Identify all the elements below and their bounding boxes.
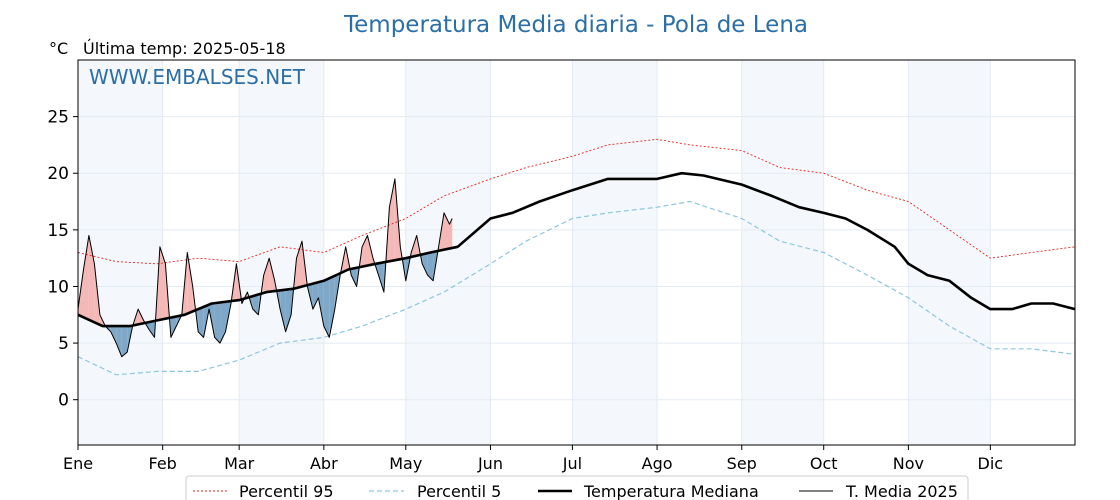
last-temp-label: Última temp: 2025-05-18	[83, 39, 286, 58]
x-tick-label-dic: Dic	[978, 454, 1004, 473]
x-axis: Ene Feb Mar Abr May Jun Jul Ago Sep Oct Nov Dic	[63, 445, 1003, 473]
x-tick-label-sep: Sep	[727, 454, 757, 473]
y-tick-label-10: 10	[47, 277, 69, 297]
cold-anomaly-fill	[252, 294, 259, 315]
x-tick-label-jul: Jul	[562, 454, 582, 473]
month-band-sep	[741, 60, 824, 445]
series-line-median	[77, 171, 1076, 328]
month-band-jul	[572, 60, 658, 445]
unit-label: °C	[49, 39, 68, 58]
warm-anomaly-fill	[159, 246, 166, 320]
cold-anomaly-fill	[214, 302, 221, 344]
cold-anomaly-fill	[280, 289, 286, 332]
x-tick-label-mar: Mar	[224, 454, 255, 473]
cold-anomaly-fill	[312, 282, 319, 310]
x-tick-label-ago: Ago	[642, 454, 673, 473]
cold-anomaly-fill	[170, 316, 177, 338]
warm-anomaly-fill	[296, 241, 302, 289]
cold-anomaly-fill	[149, 321, 155, 338]
cold-anomaly-fill	[220, 301, 226, 344]
x-tick-label-oct: Oct	[810, 454, 838, 473]
legend-label-p5: Percentil 5	[417, 482, 501, 500]
x-tick-label-feb: Feb	[149, 454, 177, 473]
y-tick-label-20: 20	[47, 164, 69, 184]
warm-anomaly-fill	[449, 218, 453, 249]
x-tick-label-abr: Abr	[310, 454, 338, 473]
legend-label-p95: Percentil 95	[239, 482, 334, 500]
x-tick-label-may: May	[389, 454, 422, 473]
series-line-p5	[77, 200, 1076, 376]
cold-anomaly-fill	[121, 326, 128, 357]
y-tick-label-25: 25	[47, 108, 69, 128]
cold-anomaly-fill	[351, 267, 357, 287]
x-tick-label-ene: Ene	[63, 454, 93, 473]
series-lines	[77, 138, 1076, 376]
y-axis: 0 5 10 15 20 25	[47, 108, 78, 411]
y-tick-label-5: 5	[58, 334, 69, 354]
x-tick-label-jun: Jun	[477, 454, 503, 473]
y-tick-label-15: 15	[47, 221, 69, 241]
warm-anomaly-fill	[269, 258, 275, 292]
cold-anomaly-fill	[198, 306, 204, 338]
y-tick-label-0: 0	[58, 391, 69, 411]
cold-anomaly-fill	[116, 326, 122, 357]
series-line-2025	[77, 178, 453, 358]
cold-anomaly-fill	[422, 253, 428, 276]
warm-anomaly-fill	[83, 235, 89, 320]
x-tick-label-nov: Nov	[893, 454, 924, 473]
month-band-nov	[908, 60, 991, 445]
cold-anomaly-fill	[427, 251, 434, 281]
month-band-mar	[239, 60, 324, 445]
legend: Percentil 95 Percentil 5 Temperatura Med…	[185, 475, 969, 500]
cold-anomaly-fill	[318, 280, 324, 327]
month-bands	[78, 60, 991, 445]
chart-title: Temperatura Media diaria - Pola de Lena	[343, 12, 808, 38]
warm-anomaly-fill	[263, 258, 270, 293]
warm-anomaly-fill	[389, 178, 395, 262]
watermark: WWW.EMBALSES.NET	[89, 65, 306, 89]
cold-anomaly-fill	[378, 262, 384, 293]
warm-anomaly-fill	[187, 252, 193, 314]
legend-label-2025: T. Media 2025	[845, 482, 958, 500]
cold-anomaly-fill	[329, 275, 335, 338]
cold-anomaly-fill	[323, 278, 330, 338]
cold-anomaly-fill	[285, 289, 292, 332]
cold-anomaly-fill	[110, 326, 117, 344]
warm-anomaly-fill	[362, 235, 368, 267]
plot-frame	[77, 59, 1076, 446]
legend-label-median: Temperatura Mediana	[583, 482, 759, 500]
series-line-p95	[77, 138, 1076, 265]
legend-box	[185, 475, 969, 500]
